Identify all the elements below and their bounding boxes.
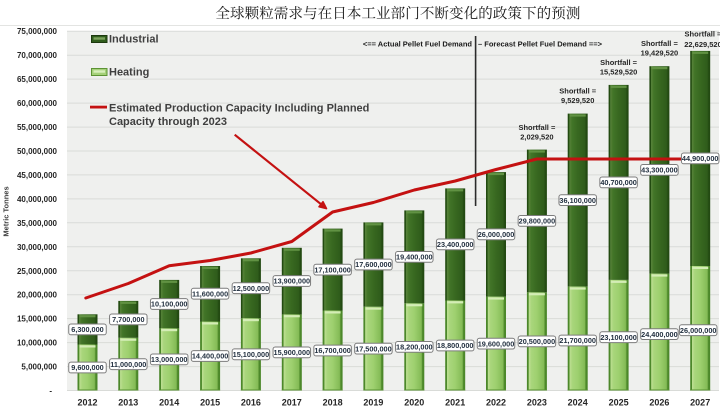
svg-text:15,529,520: 15,529,520 bbox=[600, 67, 638, 76]
svg-text:17,100,000: 17,100,000 bbox=[314, 265, 351, 274]
svg-text:10,100,000: 10,100,000 bbox=[151, 300, 188, 309]
svg-text:13,900,000: 13,900,000 bbox=[274, 277, 311, 286]
svg-text:2016: 2016 bbox=[241, 397, 261, 407]
svg-text:15,000,000: 15,000,000 bbox=[17, 315, 58, 324]
svg-text:21,700,000: 21,700,000 bbox=[559, 336, 596, 345]
svg-text:70,000,000: 70,000,000 bbox=[17, 51, 58, 60]
svg-text:29,800,000: 29,800,000 bbox=[519, 217, 556, 226]
svg-text:17,600,000: 17,600,000 bbox=[355, 260, 392, 269]
svg-text:19,429,520: 19,429,520 bbox=[641, 48, 679, 57]
svg-text:5,000,000: 5,000,000 bbox=[21, 363, 57, 372]
svg-text:30,000,000: 30,000,000 bbox=[17, 243, 58, 252]
svg-text:55,000,000: 55,000,000 bbox=[17, 123, 58, 132]
svg-text:2019: 2019 bbox=[363, 397, 383, 407]
svg-text:2013: 2013 bbox=[118, 397, 138, 407]
svg-text:Metric Tonnes: Metric Tonnes bbox=[2, 186, 11, 236]
svg-text:2025: 2025 bbox=[609, 397, 629, 407]
svg-text:23,100,000: 23,100,000 bbox=[600, 333, 637, 342]
svg-text:24,400,000: 24,400,000 bbox=[641, 330, 678, 339]
svg-text:15,100,000: 15,100,000 bbox=[233, 350, 270, 359]
svg-text:25,000,000: 25,000,000 bbox=[17, 267, 58, 276]
svg-text:Shortfall =: Shortfall = bbox=[600, 58, 638, 67]
svg-text:12,500,000: 12,500,000 bbox=[233, 284, 270, 293]
svg-text:14,400,000: 14,400,000 bbox=[192, 352, 229, 361]
svg-text:17,500,000: 17,500,000 bbox=[355, 344, 392, 353]
svg-text:13,000,000: 13,000,000 bbox=[151, 355, 188, 364]
svg-text:26,000,000: 26,000,000 bbox=[478, 230, 515, 239]
svg-text:23,400,000: 23,400,000 bbox=[437, 240, 474, 249]
svg-text:Shortfall =: Shortfall = bbox=[518, 123, 556, 132]
svg-text:50,000,000: 50,000,000 bbox=[17, 147, 58, 156]
svg-text:18,200,000: 18,200,000 bbox=[396, 343, 433, 352]
svg-text:11,600,000: 11,600,000 bbox=[192, 289, 228, 298]
svg-text:2015: 2015 bbox=[200, 397, 220, 407]
svg-text:Shortfall =: Shortfall = bbox=[559, 86, 597, 95]
svg-text:20,000,000: 20,000,000 bbox=[17, 291, 58, 300]
svg-text:2017: 2017 bbox=[282, 397, 302, 407]
svg-text:2024: 2024 bbox=[568, 397, 588, 407]
svg-text:Heating: Heating bbox=[109, 67, 149, 79]
svg-text:10,000,000: 10,000,000 bbox=[17, 339, 58, 348]
svg-text:2014: 2014 bbox=[159, 397, 179, 407]
svg-text:Estimated Production Capacity: Estimated Production Capacity Including … bbox=[109, 103, 369, 115]
svg-text:16,700,000: 16,700,000 bbox=[314, 346, 351, 355]
svg-text:2023: 2023 bbox=[527, 397, 547, 407]
svg-text:15,900,000: 15,900,000 bbox=[274, 348, 311, 357]
svg-text:2022: 2022 bbox=[486, 397, 506, 407]
svg-text:2012: 2012 bbox=[77, 397, 97, 407]
svg-text:26,000,000: 26,000,000 bbox=[680, 326, 717, 335]
svg-text:18,800,000: 18,800,000 bbox=[437, 341, 474, 350]
svg-text:9,600,000: 9,600,000 bbox=[71, 363, 103, 372]
svg-text:2018: 2018 bbox=[323, 397, 343, 407]
svg-text:Shortfall =: Shortfall = bbox=[641, 39, 679, 48]
svg-text:2,029,520: 2,029,520 bbox=[520, 132, 553, 141]
svg-text:-: - bbox=[49, 387, 52, 396]
svg-text:60,000,000: 60,000,000 bbox=[17, 99, 58, 108]
svg-text:2021: 2021 bbox=[445, 397, 465, 407]
svg-text:22,629,520: 22,629,520 bbox=[684, 40, 720, 49]
svg-text:<== Actual Pellet Fuel Demand: <== Actual Pellet Fuel Demand bbox=[363, 40, 473, 49]
svg-text:19,600,000: 19,600,000 bbox=[478, 339, 515, 348]
svg-text:11,000,000: 11,000,000 bbox=[110, 360, 146, 369]
svg-text:65,000,000: 65,000,000 bbox=[17, 75, 58, 84]
svg-text:– Forecast Pellet Fuel Demand: – Forecast Pellet Fuel Demand ==> bbox=[478, 40, 603, 49]
svg-text:2027: 2027 bbox=[690, 397, 710, 407]
svg-text:6,300,000: 6,300,000 bbox=[71, 325, 103, 334]
svg-text:Shortfall =: Shortfall = bbox=[685, 29, 720, 38]
svg-text:40,000,000: 40,000,000 bbox=[17, 195, 58, 204]
svg-text:44,900,000: 44,900,000 bbox=[682, 154, 719, 163]
svg-text:45,000,000: 45,000,000 bbox=[17, 171, 58, 180]
svg-text:40,700,000: 40,700,000 bbox=[600, 178, 637, 187]
svg-text:9,529,520: 9,529,520 bbox=[561, 96, 594, 105]
svg-text:43,300,000: 43,300,000 bbox=[641, 166, 678, 175]
svg-text:19,400,000: 19,400,000 bbox=[396, 253, 433, 262]
svg-text:36,100,000: 36,100,000 bbox=[559, 196, 596, 205]
svg-text:7,700,000: 7,700,000 bbox=[112, 315, 144, 324]
svg-text:2020: 2020 bbox=[404, 397, 424, 407]
svg-text:2026: 2026 bbox=[649, 397, 669, 407]
svg-text:20,500,000: 20,500,000 bbox=[519, 337, 556, 346]
svg-text:Capacity through 2023: Capacity through 2023 bbox=[109, 116, 227, 128]
svg-text:Industrial: Industrial bbox=[109, 34, 159, 46]
svg-text:35,000,000: 35,000,000 bbox=[17, 219, 58, 228]
svg-text:75,000,000: 75,000,000 bbox=[17, 27, 58, 36]
